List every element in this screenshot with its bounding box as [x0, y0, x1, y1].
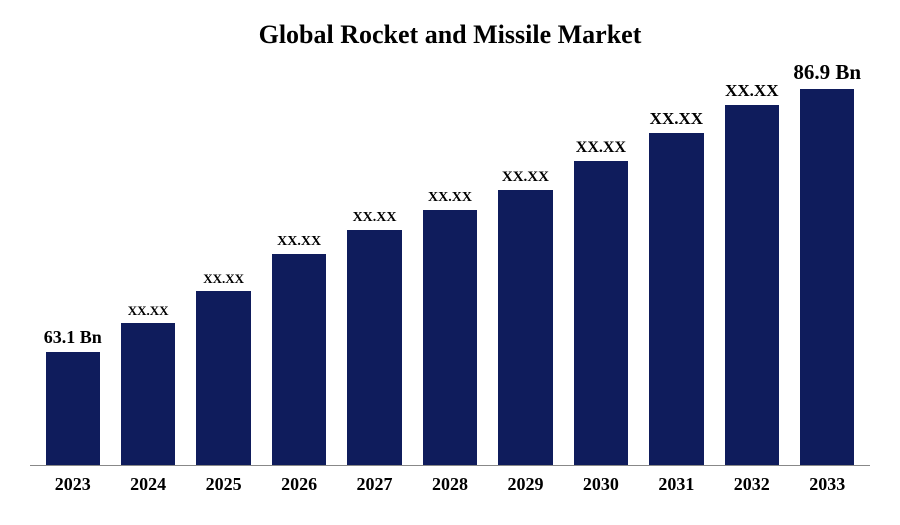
x-axis-label: 2030 — [563, 474, 638, 495]
bar-value-label: 86.9 Bn — [793, 60, 861, 85]
bar-value-label: XX.XX — [428, 190, 472, 206]
bar — [498, 190, 552, 465]
x-axis-label: 2023 — [35, 474, 110, 495]
bar — [725, 105, 779, 465]
bar-value-label: XX.XX — [650, 109, 703, 129]
chart-container: Global Rocket and Missile Market 63.1 Bn… — [0, 0, 900, 525]
bar-group: 63.1 Bn — [35, 60, 110, 465]
x-axis-label: 2024 — [110, 474, 185, 495]
bar — [272, 254, 326, 465]
bar — [649, 133, 703, 465]
x-axis-label: 2032 — [714, 474, 789, 495]
bar — [347, 230, 401, 465]
x-axis-label: 2033 — [790, 474, 865, 495]
bar — [800, 89, 854, 465]
bar-value-label: XX.XX — [128, 303, 169, 319]
chart-title: Global Rocket and Missile Market — [30, 20, 870, 50]
bar — [574, 161, 628, 465]
x-axis-label: 2025 — [186, 474, 261, 495]
bar-group: XX.XX — [261, 60, 336, 465]
plot-area: 63.1 Bn XX.XX XX.XX XX.XX XX.XX XX.XX XX.XX XX.… — [30, 60, 870, 466]
x-axis-label: 2026 — [261, 474, 336, 495]
bar-group: XX.XX — [337, 60, 412, 465]
bar-value-label: XX.XX — [502, 169, 549, 186]
bar-group: XX.XX — [563, 60, 638, 465]
bar — [121, 323, 175, 465]
bar — [423, 210, 477, 465]
bar-group: 86.9 Bn — [790, 60, 865, 465]
x-axis: 2023202420252026202720282029203020312032… — [30, 466, 870, 495]
bar-value-label: XX.XX — [353, 210, 397, 226]
bar-value-label: XX.XX — [576, 139, 626, 157]
x-axis-label: 2029 — [488, 474, 563, 495]
bar-value-label: XX.XX — [277, 234, 321, 250]
bar-group: XX.XX — [714, 60, 789, 465]
bar — [46, 352, 100, 465]
bar-group: XX.XX — [488, 60, 563, 465]
bar-group: XX.XX — [412, 60, 487, 465]
x-axis-label: 2028 — [412, 474, 487, 495]
bar — [196, 291, 250, 465]
bar-group: XX.XX — [186, 60, 261, 465]
x-axis-label: 2027 — [337, 474, 412, 495]
bar-value-label: 63.1 Bn — [44, 327, 102, 348]
bar-group: XX.XX — [639, 60, 714, 465]
bar-group: XX.XX — [110, 60, 185, 465]
bar-value-label: XX.XX — [203, 271, 244, 287]
x-axis-label: 2031 — [639, 474, 714, 495]
bar-value-label: XX.XX — [725, 81, 778, 101]
